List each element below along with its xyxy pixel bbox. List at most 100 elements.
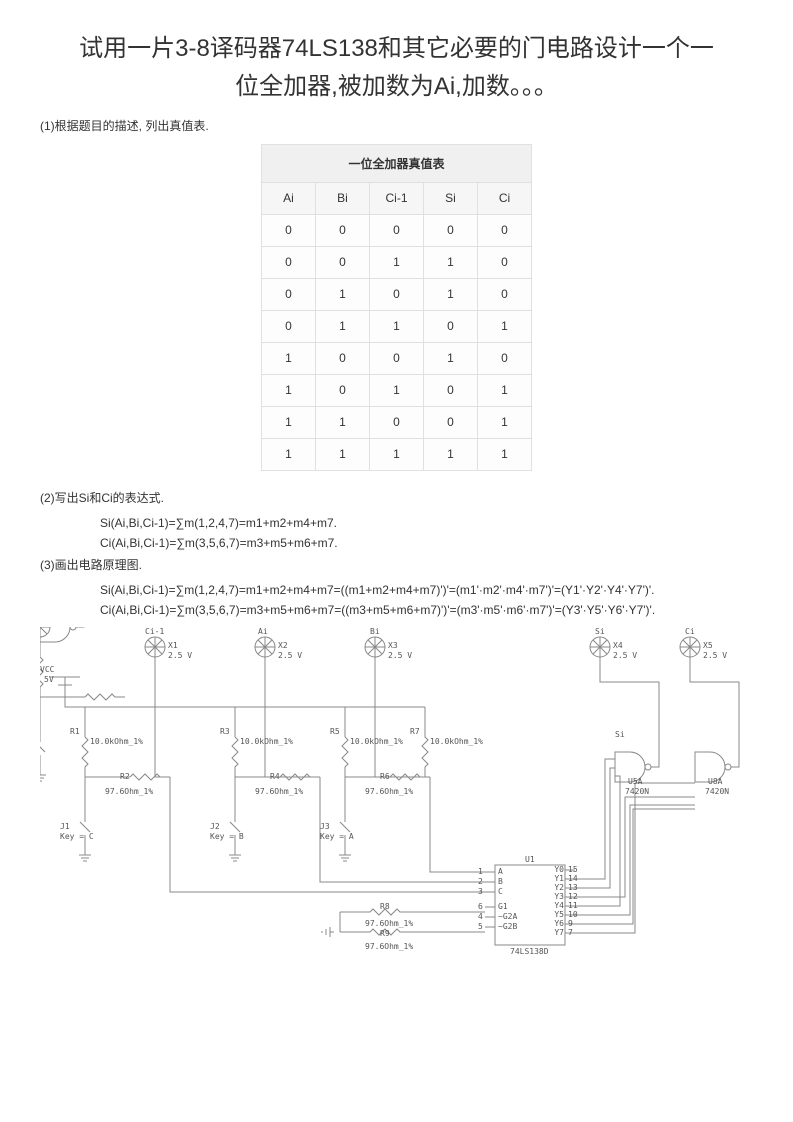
probe-bi-x: X3 (388, 641, 398, 650)
formula-ci-expand: Ci(Ai,Bi,Ci-1)=∑m(3,5,6,7)=m3+m5+m6+m7=(… (100, 603, 753, 617)
table-cell: 0 (478, 342, 532, 374)
chip-pinnum-left: 123645 (478, 867, 483, 932)
r1-label: R1 (70, 727, 80, 736)
table-cell: 0 (262, 310, 316, 342)
probe-ci: Ci (685, 627, 695, 636)
r7-val: 10.0kOhm_1% (430, 737, 483, 746)
r2-label: R2 (120, 772, 130, 781)
table-cell: 0 (424, 374, 478, 406)
chip-pinnum-right: 15141312111097 (568, 865, 578, 937)
r6-val: 97.6Ohm_1% (365, 787, 413, 796)
r5-label: R5 (330, 727, 340, 736)
r8-val: 97.6Ohm_1% (365, 919, 413, 928)
table-header: Ai (262, 182, 316, 214)
chip-pins-right: Y0Y1Y2Y3Y4Y5Y6Y7 (550, 865, 564, 937)
table-cell: 1 (316, 310, 370, 342)
table-cell: 0 (478, 246, 532, 278)
r3-val: 10.0kOhm_1% (240, 737, 293, 746)
table-row: 10010 (262, 342, 532, 374)
table-row: 10101 (262, 374, 532, 406)
title-line-1: 试用一片3-8译码器74LS138和其它必要的门电路设计一个一 (79, 35, 714, 62)
r4-label: R4 (270, 772, 280, 781)
table-cell: 1 (478, 406, 532, 438)
table-header: Ci-1 (370, 182, 424, 214)
table-cell: 1 (424, 438, 478, 470)
step-1: (1)根据题目的描述, 列出真值表. (40, 117, 753, 134)
j2-key: Key = B (210, 832, 244, 841)
r9-val: 97.6Ohm_1% (365, 942, 413, 951)
j1-label: J1 (60, 822, 70, 831)
table-cell: 0 (262, 214, 316, 246)
table-cell: 0 (370, 214, 424, 246)
table-row: 00000 (262, 214, 532, 246)
r5-val: 10.0kOhm_1% (350, 737, 403, 746)
table-cell: 0 (262, 278, 316, 310)
table-row: 01010 (262, 278, 532, 310)
r7-label: R7 (410, 727, 420, 736)
table-cell: 0 (478, 214, 532, 246)
vcc-volt: 5V (44, 675, 54, 684)
gate-u5-part: 7420N (625, 787, 649, 796)
table-cell: 1 (478, 310, 532, 342)
r2-val: 97.6Ohm_1% (105, 787, 153, 796)
probe-ci1-x: X1 (168, 641, 178, 650)
table-cell: 1 (370, 374, 424, 406)
j1-key: Key = C (60, 832, 94, 841)
table-cell: 1 (262, 342, 316, 374)
probe-si-v: 2.5 V (613, 651, 637, 660)
table-cell: 0 (370, 278, 424, 310)
probe-ai: Ai (258, 627, 268, 636)
table-row: 00110 (262, 246, 532, 278)
step-2: (2)写出Si和Ci的表达式. (40, 489, 753, 506)
table-cell: 0 (262, 246, 316, 278)
chip-name: 74LS138D (510, 947, 549, 956)
j2-label: J2 (210, 822, 220, 831)
table-cell: 0 (370, 406, 424, 438)
page-title: 试用一片3-8译码器74LS138和其它必要的门电路设计一个一 位全加器,被加数… (40, 30, 753, 107)
table-cell: 1 (316, 406, 370, 438)
table-cell: 1 (478, 374, 532, 406)
r6-label: R6 (380, 772, 390, 781)
table-cell: 0 (424, 214, 478, 246)
probe-si: Si (595, 627, 605, 636)
table-cell: 1 (262, 406, 316, 438)
table-cell: 1 (316, 438, 370, 470)
table-cell: 0 (316, 374, 370, 406)
gate-u8: U8A (708, 777, 722, 786)
gate-u5: U5A (628, 777, 642, 786)
table-cell: 1 (370, 438, 424, 470)
probe-ci1-v: 2.5 V (168, 651, 192, 660)
truth-table: 一位全加器真值表 AiBiCi-1SiCi 000000011001010011… (261, 144, 532, 471)
probe-bi-v: 2.5 V (388, 651, 412, 660)
circuit-diagram: VCC 5V Ci-1 X1 2.5 V Ai X2 2.5 V Bi X3 2… (40, 627, 753, 997)
table-cell: 1 (262, 374, 316, 406)
table-cell: 0 (424, 310, 478, 342)
table-cell: 0 (478, 278, 532, 310)
table-header: Si (424, 182, 478, 214)
table-cell: 1 (316, 278, 370, 310)
table-cell: 1 (478, 438, 532, 470)
j3-key: Key = A (320, 832, 354, 841)
j3-label: J3 (320, 822, 330, 831)
chip-ref: U1 (525, 855, 535, 864)
probe-ci1: Ci-1 (145, 627, 164, 636)
table-row: 11001 (262, 406, 532, 438)
table-cell: 1 (262, 438, 316, 470)
formula-si: Si(Ai,Bi,Ci-1)=∑m(1,2,4,7)=m1+m2+m4+m7. (100, 516, 753, 530)
vcc-label: VCC (40, 665, 54, 674)
chip-pins-left: ABCG1~G2A~G2B (498, 867, 517, 932)
table-cell: 1 (370, 310, 424, 342)
table-cell: 0 (370, 342, 424, 374)
r8-label: R8 (380, 902, 390, 911)
formula-si-expand: Si(Ai,Bi,Ci-1)=∑m(1,2,4,7)=m1+m2+m4+m7=(… (100, 583, 753, 597)
r1-val: 10.0kOhm_1% (90, 737, 143, 746)
table-cell: 0 (424, 406, 478, 438)
r9-label: R9 (380, 929, 390, 938)
table-cell: 1 (424, 278, 478, 310)
formula-ci: Ci(Ai,Bi,Ci-1)=∑m(3,5,6,7)=m3+m5+m6+m7. (100, 536, 753, 550)
table-header: Ci (478, 182, 532, 214)
table-cell: 1 (370, 246, 424, 278)
table-row: 11111 (262, 438, 532, 470)
table-cell: 1 (424, 342, 478, 374)
table-cell: 1 (424, 246, 478, 278)
